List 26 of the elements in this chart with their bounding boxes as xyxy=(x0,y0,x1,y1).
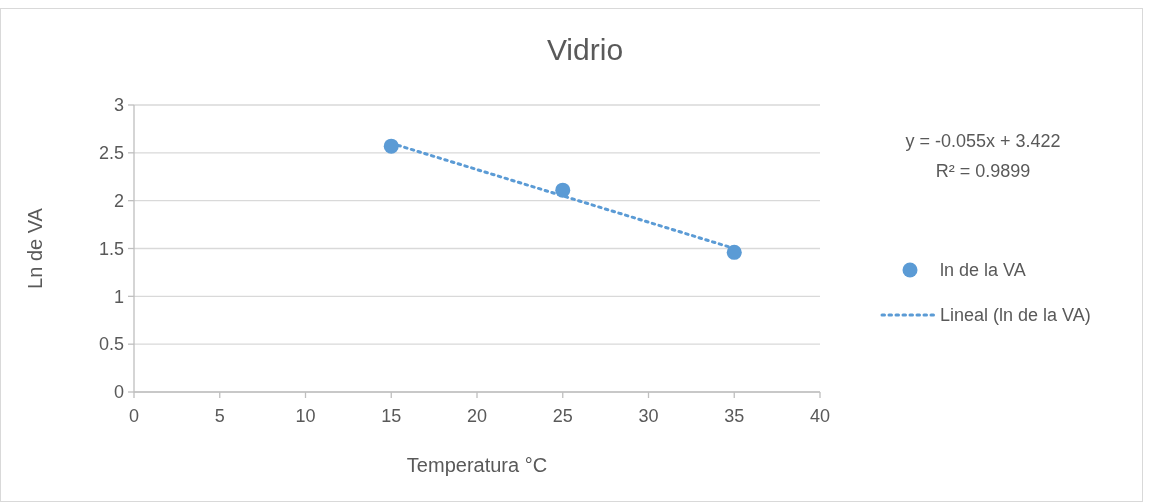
x-tick-label: 35 xyxy=(724,406,745,426)
y-tick-label: 0.5 xyxy=(98,334,124,355)
chart-title: Vidrio xyxy=(546,33,624,66)
y-tick-label: 1 xyxy=(113,286,124,307)
legend-label: Lineal (ln de la VA) xyxy=(940,305,1091,326)
x-tick-label: 30 xyxy=(638,406,659,426)
x-tick-label: 10 xyxy=(295,406,316,426)
y-axis-title: Ln de VA xyxy=(24,207,46,289)
y-tick-label: 0 xyxy=(113,382,124,403)
x-tick-label: 0 xyxy=(128,406,140,426)
legend-label: ln de la VA xyxy=(940,260,1026,281)
point xyxy=(383,138,399,154)
y-tick-label: 3 xyxy=(113,95,124,116)
y-tick-label: 2.5 xyxy=(98,143,124,164)
x-tick-label: 40 xyxy=(809,406,831,426)
point xyxy=(555,182,571,198)
x-axis-title: Temperatura °C xyxy=(406,454,548,476)
text: R² = 0.9899 xyxy=(935,161,1031,181)
text: y = -0.055x + 3.422 xyxy=(905,131,1061,151)
y-tick-label: 2 xyxy=(113,190,124,211)
x-tick-label: 25 xyxy=(552,406,573,426)
x-tick-label: 20 xyxy=(466,406,488,426)
x-tick-label: 5 xyxy=(214,406,225,426)
point xyxy=(726,244,742,260)
y-tick-label: 1.5 xyxy=(98,238,124,259)
x-tick-label: 15 xyxy=(381,406,402,426)
